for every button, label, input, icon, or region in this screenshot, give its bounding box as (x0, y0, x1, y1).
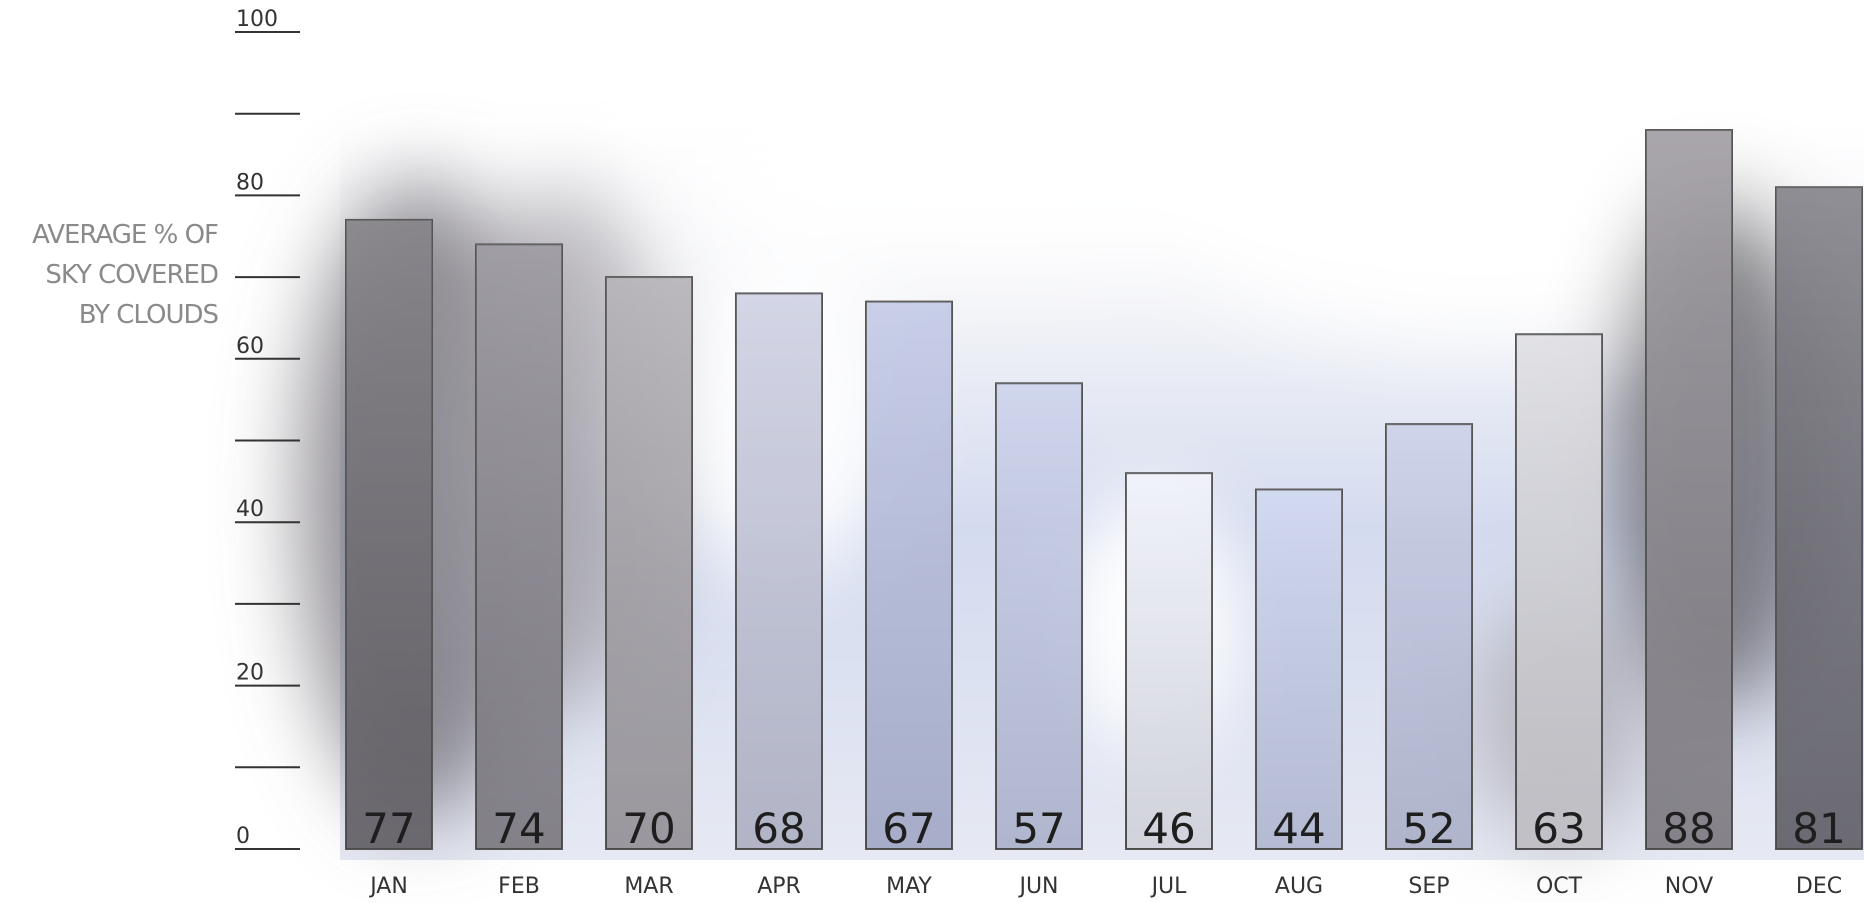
x-tick-label: MAR (624, 874, 673, 899)
value-label: 81 (1792, 804, 1845, 853)
bar-shade (736, 293, 822, 849)
x-tick-label: SEP (1408, 874, 1449, 899)
value-label: 88 (1662, 804, 1715, 853)
bar-shade (346, 219, 432, 849)
x-tick-label: AUG (1275, 874, 1323, 899)
value-label: 77 (362, 804, 415, 853)
bar-shade (1386, 424, 1472, 849)
bar-shade (1516, 334, 1602, 849)
y-tick-label: 100 (236, 7, 278, 32)
value-label: 52 (1402, 804, 1455, 853)
value-label: 46 (1142, 804, 1195, 853)
y-tick-label: 20 (236, 661, 264, 686)
bar-shade (1126, 473, 1212, 849)
value-label: 68 (752, 804, 805, 853)
value-label: 70 (622, 804, 675, 853)
x-tick-label: OCT (1536, 874, 1583, 899)
y-tick-label: 60 (236, 334, 264, 359)
y-axis-label: AVERAGE % OF SKY COVERED BY CLOUDS (32, 220, 219, 330)
bar-shade (996, 383, 1082, 849)
x-tick-label: JAN (368, 874, 408, 899)
bars: 77 JAN 74 FEB 70 MAR 68 APR 67 MAY 57 JUN 46 JUL 44 AUG… (345, 129, 1863, 899)
bar-shade (1256, 489, 1342, 849)
x-tick-label: JUL (1150, 874, 1188, 899)
bar-shade (606, 277, 692, 850)
y-label-line: BY CLOUDS (79, 300, 219, 330)
bar-shade (866, 301, 952, 849)
x-tick-label: FEB (498, 874, 540, 899)
x-tick-label: APR (757, 874, 801, 899)
y-axis: 0 20 40 60 80 100 (235, 7, 300, 850)
y-label-line: AVERAGE % OF (32, 220, 218, 250)
x-tick-label: NOV (1665, 874, 1713, 899)
x-tick-label: JUN (1017, 874, 1058, 899)
y-tick-label: 0 (236, 824, 250, 849)
y-tick-label: 40 (236, 497, 264, 522)
value-label: 63 (1532, 804, 1585, 853)
value-label: 57 (1012, 804, 1065, 853)
bar-shade (1646, 130, 1732, 850)
bar-shade (1776, 187, 1862, 850)
x-tick-label: MAY (886, 874, 932, 899)
bar-shade (476, 244, 562, 850)
y-tick-label: 80 (236, 170, 264, 195)
value-label: 74 (492, 804, 545, 853)
x-tick-label: DEC (1796, 874, 1842, 899)
value-label: 67 (882, 804, 935, 853)
value-label: 44 (1272, 804, 1325, 853)
y-label-line: SKY COVERED (45, 260, 218, 290)
